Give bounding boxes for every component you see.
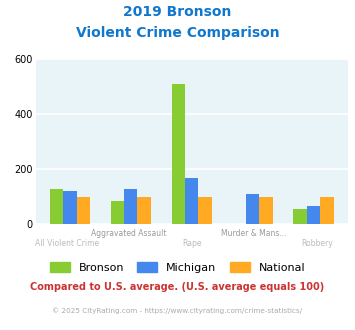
Text: Rape: Rape [182,239,201,248]
Bar [137,197,151,224]
Bar [260,197,273,224]
Bar [77,197,90,224]
Bar [198,197,212,224]
Text: Violent Crime Comparison: Violent Crime Comparison [76,26,279,40]
Bar [185,178,198,224]
Bar [50,189,63,224]
Bar [124,189,137,224]
Bar [246,194,260,224]
Text: © 2025 CityRating.com - https://www.cityrating.com/crime-statistics/: © 2025 CityRating.com - https://www.city… [53,308,302,314]
Bar [307,206,320,224]
Text: 2019 Bronson: 2019 Bronson [123,5,232,19]
Text: Compared to U.S. average. (U.S. average equals 100): Compared to U.S. average. (U.S. average … [31,282,324,292]
Bar [63,191,77,224]
Bar [320,197,334,224]
Legend: Bronson, Michigan, National: Bronson, Michigan, National [45,258,310,278]
Bar [171,84,185,224]
Text: Murder & Mans...: Murder & Mans... [222,229,287,238]
Text: Aggravated Assault: Aggravated Assault [92,229,167,238]
Text: All Violent Crime: All Violent Crime [35,239,99,248]
Bar [294,209,307,224]
Text: Robbery: Robbery [301,239,333,248]
Bar [111,201,124,224]
